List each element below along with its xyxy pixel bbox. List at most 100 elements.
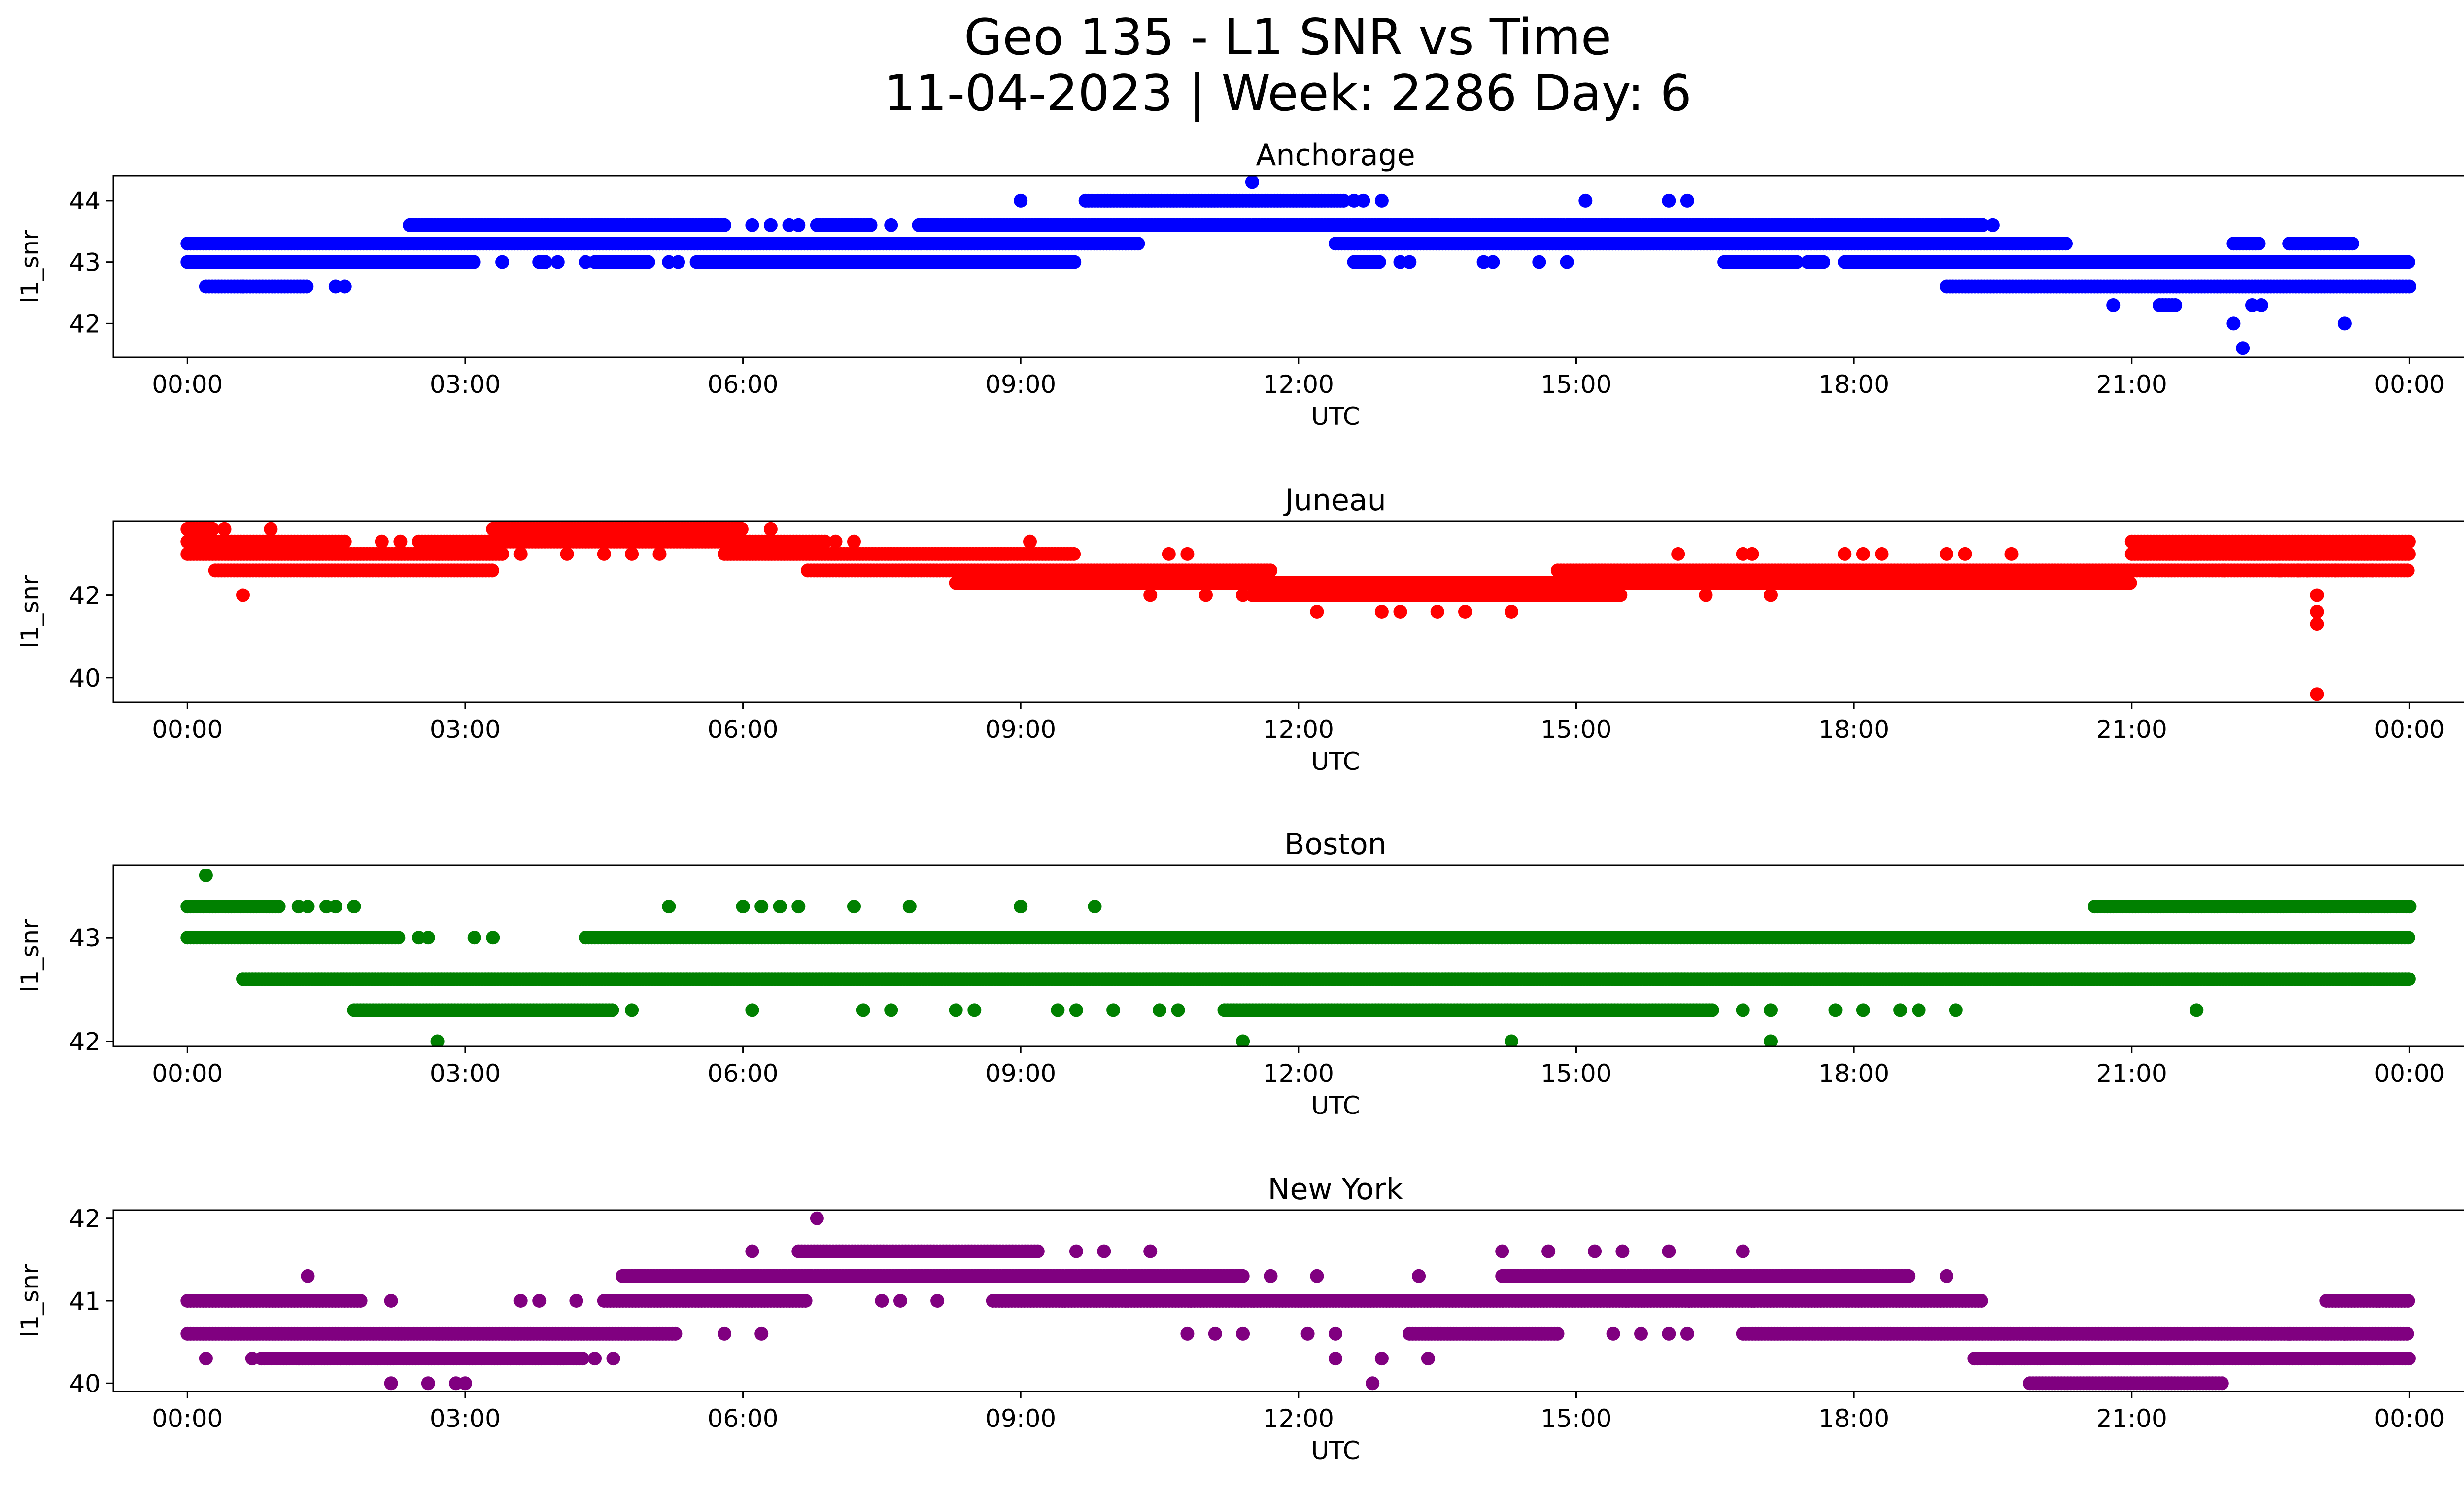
series-anchorage [180,176,2416,355]
x-tick-label: 21:00 [2096,370,2167,399]
data-point [467,255,481,269]
data-point [1745,547,1759,561]
x-tick-label: 00:00 [152,370,223,399]
data-point [560,547,574,561]
data-point [1578,193,1593,208]
x-tick-label: 03:00 [430,715,501,744]
data-point [1958,547,1972,561]
y-tick-label: 40 [69,664,101,693]
plot-frame [112,175,2464,358]
data-point [745,218,759,232]
data-point [1374,605,1389,619]
data-point [1430,605,1444,619]
figure-title-line2: 11-04-2023 | Week: 2286 Day: 6 [884,64,1692,122]
data-point [1940,547,1953,561]
data-point [2106,298,2121,312]
data-point [2401,255,2415,269]
data-point [1532,255,1546,269]
data-point [264,522,278,536]
x-tick-label: 00:00 [152,715,223,744]
x-tick-label: 15:00 [1540,370,1611,399]
data-point [884,218,898,232]
data-point [1790,255,1804,269]
data-point [1458,605,1472,619]
subplot-title: Anchorage [1256,138,1415,173]
data-point [1486,255,1500,269]
data-point [1014,193,1028,208]
data-point [2059,237,2073,251]
data-point [2254,298,2268,312]
data-point [550,255,565,269]
x-tick-label: 18:00 [1818,370,1889,399]
figure-title-line1: Geo 135 - L1 SNR vs Time [964,8,1611,66]
data-point [205,522,220,536]
data-point [1856,547,1870,561]
data-point [2226,316,2241,331]
data-point [2401,931,2415,945]
data-point [671,255,685,269]
data-point [763,218,778,232]
subplot-title: Juneau [1283,483,1386,518]
data-point [641,255,655,269]
x-tick-label: 15:00 [1540,715,1611,744]
y-tick-label: 42 [69,310,101,338]
data-point [2252,237,2266,251]
data-point [1949,218,1963,232]
figure-title: Geo 135 - L1 SNR vs Time 11-04-2023 | We… [0,9,2464,121]
data-point [1671,547,1685,561]
data-point [2401,547,2416,561]
x-tick-label: 03:00 [430,370,501,399]
data-point [2365,563,2380,578]
subplot-boston: 00:00 03:00 06:00 09:00 12:00 15:00 18:00 21:00… [16,827,2464,1120]
data-point [579,255,593,269]
data-point [1374,193,1389,208]
data-point [1921,218,1935,232]
data-point [495,547,510,561]
data-point [1162,547,1176,561]
data-point [485,563,499,578]
x-axis-label: UTC [1311,402,1360,431]
x-tick-label: 00:00 [2374,715,2445,744]
data-point [791,218,806,232]
data-point [1393,605,1407,619]
x-tick-label: 09:00 [985,370,1056,399]
data-point [2402,279,2416,294]
data-point [1310,605,1324,619]
data-point [2400,563,2415,578]
series-juneau [180,522,2416,701]
data-point [863,218,878,232]
series-boston [180,869,2417,1046]
data-point [1236,588,1250,602]
data-point [1131,237,1145,251]
data-point [1680,193,1694,208]
data-point [393,534,408,549]
data-point [1403,255,1417,269]
y-tick-label: 42 [69,582,101,610]
data-point [1560,255,1574,269]
subplot-anchorage: 00:00 03:00 06:00 09:00 12:00 15:00 18:00 21:00… [16,138,2464,431]
data-point [1023,534,1037,549]
data-point [2345,237,2359,251]
x-tick-label: 12:00 [1263,370,1334,399]
data-point [1143,588,1158,602]
data-point [1356,193,1370,208]
data-point [1245,176,1259,189]
data-point [217,522,232,536]
y-tick-label: 44 [69,187,101,215]
y-tick-label: 43 [69,248,101,277]
data-point [338,279,352,294]
data-point [1505,605,1518,619]
data-point [2310,605,2324,619]
x-axis-label: UTC [1311,747,1360,776]
data-point [375,534,389,549]
data-point [440,218,454,232]
data-point [1875,547,1889,561]
data-point [1976,218,1990,232]
data-point [2123,576,2137,590]
data-point [718,218,731,232]
data-point [2401,534,2416,549]
data-point [236,279,250,294]
data-point [2217,563,2231,578]
data-point [2328,563,2343,578]
